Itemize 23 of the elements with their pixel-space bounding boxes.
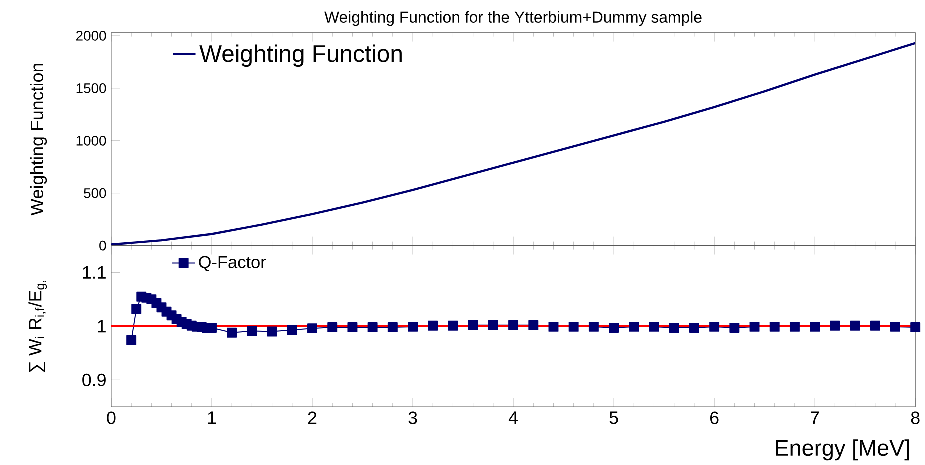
x-tick-label: 0 <box>107 412 116 424</box>
y-axis-title: ∑ W$_{i}$ R$_{i,f}$/E$_{g,}$ <box>28 280 48 372</box>
x-tick-label: 8 <box>911 412 920 424</box>
x-tick-label: 3 <box>408 412 418 424</box>
y-tick-label: 2000 <box>76 31 106 41</box>
x-tick-label: 4 <box>508 412 518 424</box>
y-tick-label: 1.1 <box>83 266 106 279</box>
y-axis-title: Weighting Function <box>30 64 48 216</box>
x-tick-label: 7 <box>811 412 820 424</box>
legend-label: Q-Factor <box>199 256 266 272</box>
y-tick-label: 0.9 <box>82 374 106 386</box>
x-tick-label: 5 <box>610 412 618 424</box>
x-tick-label: 1 <box>208 412 216 424</box>
legend-label: Weighting Function <box>200 44 402 68</box>
y-tick-label: 1500 <box>76 84 106 94</box>
x-axis-title: Energy [MeV] <box>776 440 910 461</box>
y-tick-label: 1 <box>98 320 106 333</box>
y-tick-label: 0 <box>100 240 106 251</box>
y-tick-label: 1000 <box>76 136 106 146</box>
x-tick-label: 6 <box>710 412 719 424</box>
chart-title: Weighting Function for the Ytterbium+Dummy sample <box>324 11 702 26</box>
y-tick-label: 500 <box>84 188 106 198</box>
x-tick-label: 2 <box>308 412 317 424</box>
